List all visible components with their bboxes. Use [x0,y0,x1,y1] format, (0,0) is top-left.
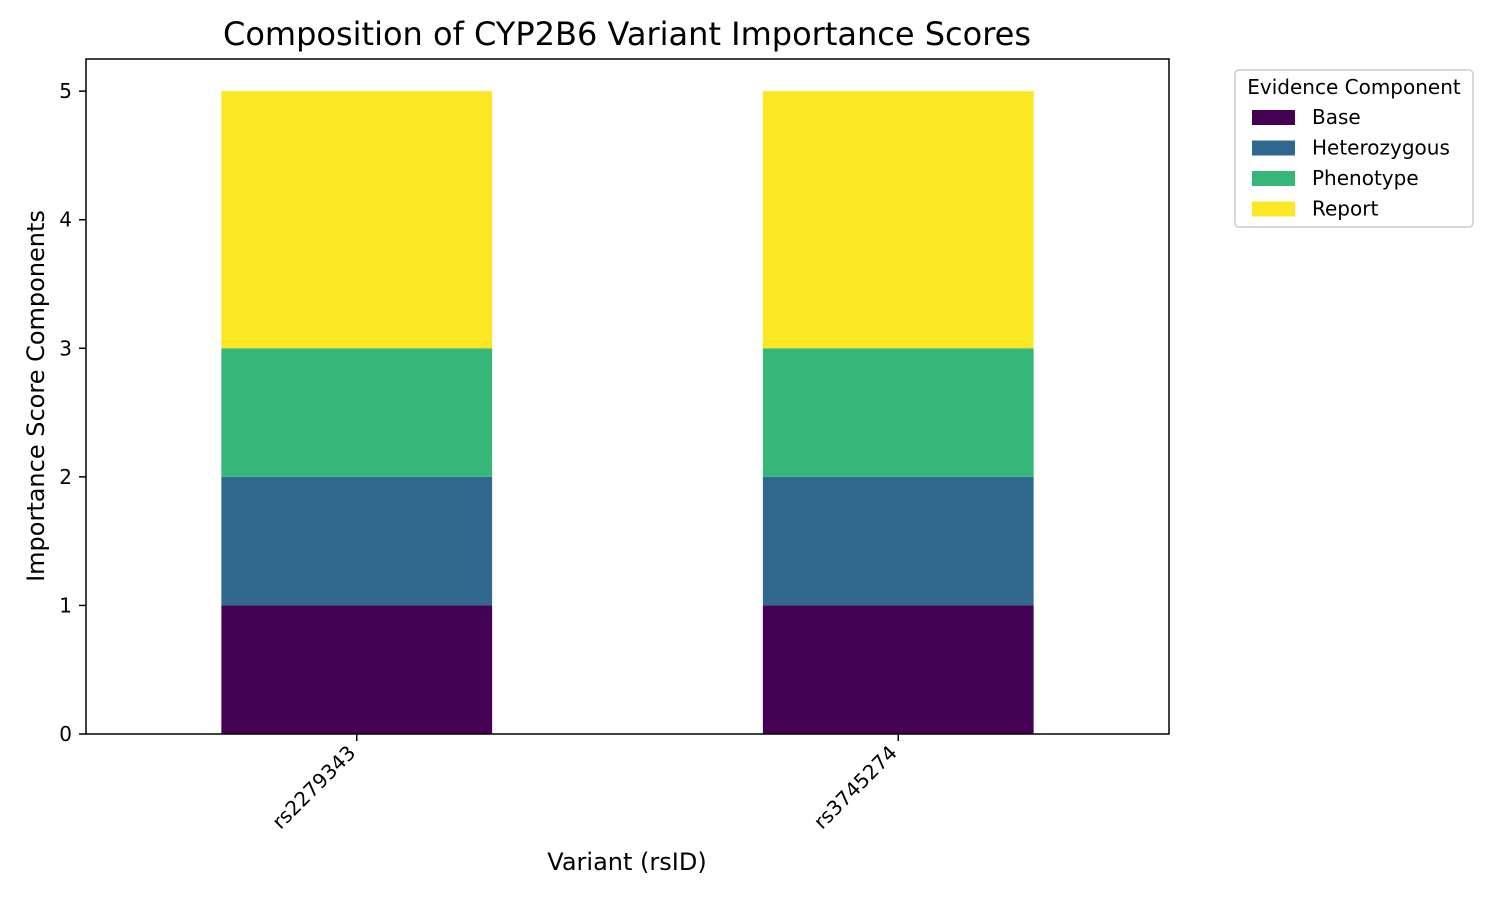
y-tick-label: 4 [59,208,72,232]
y-tick-label: 3 [59,336,72,360]
y-tick-label: 5 [59,79,72,103]
legend-frame [1234,69,1474,228]
legend-swatch-base [1252,110,1295,125]
y-axis: 0 1 2 3 4 5 [59,79,86,746]
bar-segment-phenotype-rs2279343 [221,348,493,477]
x-axis-label: Variant (rsID) [547,848,706,876]
bar-segment-report-rs2279343 [221,91,493,349]
chart-title: Composition of CYP2B6 Variant Importance… [223,15,1031,53]
bar-segment-base-rs3745274 [762,605,1034,734]
bar-segment-base-rs2279343 [221,605,493,734]
plot-frame [85,58,1170,735]
x-tick-label: rs2279343 [267,741,360,834]
legend-swatch-heterozygous [1252,140,1295,156]
y-tick-label: 2 [59,465,72,489]
x-axis: rs2279343 rs3745274 [267,734,902,834]
bar-segment-report-rs3745274 [762,91,1034,349]
bars-layer [221,91,1034,734]
bar-segment-heterozygous-rs3745274 [762,476,1034,606]
legend-swatch-phenotype [1252,171,1295,186]
legend: Evidence Component Base Heterozygous Pheno… [1234,69,1474,228]
bar-segment-phenotype-rs3745274 [762,348,1034,477]
x-tick-label: rs3745274 [809,741,902,834]
legend-swatch-report [1252,201,1295,217]
legend-label-report: Report [1312,197,1378,221]
y-axis-label: Importance Score Components [22,210,50,582]
legend-title: Evidence Component [1247,75,1461,99]
legend-label-heterozygous: Heterozygous [1312,136,1450,160]
y-tick-label: 0 [59,722,72,746]
y-tick-label: 1 [59,593,72,617]
legend-label-base: Base [1312,105,1361,129]
bar-segment-heterozygous-rs2279343 [221,476,493,606]
legend-items: Base Heterozygous Phenotype Report [1252,105,1450,221]
legend-label-phenotype: Phenotype [1312,166,1419,190]
